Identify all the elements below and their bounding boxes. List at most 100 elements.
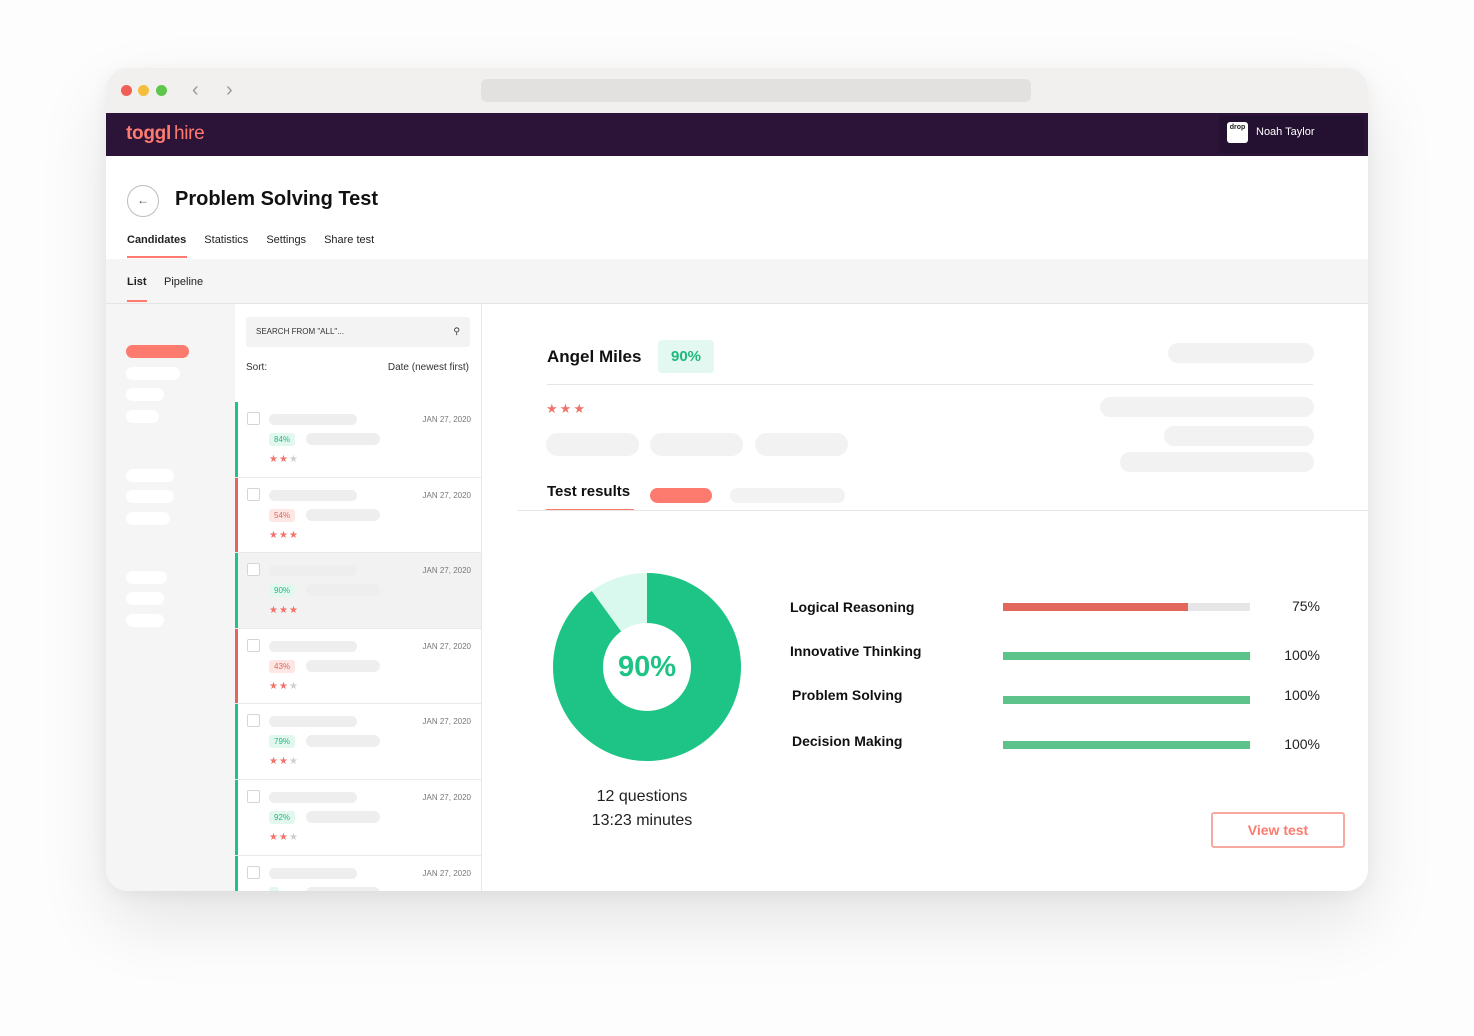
skill-name: Logical Reasoning	[790, 599, 915, 615]
star-icon[interactable]: ★	[573, 401, 587, 416]
score-badge: 92%	[269, 810, 296, 824]
placeholder-tab[interactable]	[650, 488, 712, 503]
info-placeholder	[306, 735, 380, 748]
maximize-window-button[interactable]	[156, 85, 167, 96]
info-placeholder	[306, 886, 380, 891]
toggl-hire-logo[interactable]: toggl hire	[126, 123, 205, 144]
browser-window: ‹ › toggl hire drop Noah Taylor ← Problem…	[106, 68, 1368, 891]
filter-placeholder[interactable]	[126, 367, 180, 380]
filter-placeholder[interactable]	[126, 469, 174, 482]
skill-bar-fill	[1003, 741, 1250, 749]
user-name: Noah Taylor	[1256, 126, 1315, 138]
filter-placeholder[interactable]	[126, 571, 167, 584]
star-icon: ★	[278, 756, 289, 768]
info-placeholder	[306, 584, 380, 597]
row-checkbox[interactable]	[247, 412, 260, 425]
score-badge: 79%	[269, 735, 296, 749]
row-checkbox[interactable]	[247, 638, 260, 652]
star-icon: ★	[278, 831, 289, 843]
candidate-row[interactable]: JAN 27, 2020 84% ★★★	[235, 402, 481, 478]
status-indicator	[235, 855, 238, 891]
row-checkbox[interactable]	[247, 714, 260, 728]
star-icon: ★	[269, 605, 279, 617]
skill-bar	[1003, 696, 1250, 704]
candidate-rating: ★★★	[269, 832, 299, 843]
candidate-row[interactable]: JAN 27, 2020 90% ★★★	[235, 553, 481, 629]
candidate-row[interactable]: JAN 27, 2020 79% ★★★	[235, 704, 481, 780]
candidate-rating[interactable]: ★★★	[546, 401, 587, 417]
star-icon: ★	[288, 529, 299, 541]
star-icon: ★	[278, 680, 289, 692]
minimize-window-button[interactable]	[138, 85, 149, 96]
placeholder-tab[interactable]	[730, 488, 845, 503]
tab-test-results[interactable]: Test results	[547, 483, 631, 500]
candidate-row[interactable]: JAN 27, 2020 92% ★★★	[235, 779, 481, 856]
address-bar[interactable]	[481, 79, 1031, 102]
filter-placeholder[interactable]	[126, 388, 164, 401]
row-checkbox[interactable]	[247, 487, 260, 501]
star-icon: ★	[278, 605, 289, 617]
candidate-name: Angel Miles	[547, 347, 642, 366]
star-icon: ★	[288, 680, 299, 692]
skill-bar-fill	[1003, 696, 1250, 704]
test-duration: 13:23 minutes	[591, 812, 693, 829]
search-input[interactable]: SEARCH FROM "ALL"... ⚲	[246, 317, 470, 347]
skill-name: Innovative Thinking	[790, 643, 922, 659]
placeholder-button[interactable]	[650, 433, 743, 456]
star-icon: ★	[269, 454, 279, 465]
candidate-row[interactable]: JAN 27, 2020 54% ★★★	[235, 477, 481, 554]
page-title: Problem Solving Test	[175, 188, 378, 210]
search-icon[interactable]: ⚲	[453, 326, 460, 336]
score-badge: 43%	[269, 659, 296, 673]
candidate-row[interactable]: JAN 27, 2020	[235, 855, 481, 891]
page-header: ← Problem Solving Test Candidates Statis…	[106, 156, 1368, 259]
candidate-rating: ★★★	[269, 605, 299, 616]
main-tabs: Candidates Statistics Settings Share tes…	[127, 234, 392, 258]
status-indicator	[235, 553, 238, 628]
star-icon: ★	[269, 756, 279, 768]
view-test-button[interactable]: View test	[1211, 812, 1345, 848]
star-icon[interactable]: ★	[559, 401, 574, 416]
placeholder-button[interactable]	[755, 433, 848, 456]
skill-percent: 100%	[1284, 736, 1320, 752]
tab-list[interactable]: List	[127, 276, 147, 302]
candidate-name-placeholder	[269, 565, 357, 577]
tab-share-test[interactable]: Share test	[324, 234, 375, 246]
candidate-date: JAN 27, 2020	[422, 717, 471, 727]
status-indicator	[235, 704, 238, 779]
score-badge: 90%	[658, 340, 714, 373]
star-icon: ★	[288, 756, 299, 768]
forward-arrow-icon[interactable]: ›	[226, 79, 233, 101]
sort-dropdown[interactable]: Date (newest first)	[387, 362, 469, 373]
company-logo: drop	[1227, 122, 1248, 143]
star-icon[interactable]: ★	[546, 401, 560, 416]
filter-placeholder[interactable]	[126, 490, 174, 503]
placeholder-button[interactable]	[546, 433, 639, 456]
tab-pipeline[interactable]: Pipeline	[164, 276, 204, 288]
tab-statistics[interactable]: Statistics	[204, 234, 249, 246]
tab-settings[interactable]: Settings	[266, 234, 307, 246]
candidate-name-placeholder	[269, 640, 357, 652]
score-badge	[269, 886, 279, 891]
skill-bar	[1003, 652, 1250, 660]
active-filter-placeholder[interactable]	[126, 345, 189, 358]
filter-placeholder[interactable]	[126, 614, 164, 627]
filter-placeholder[interactable]	[126, 592, 164, 605]
skill-name: Decision Making	[792, 733, 903, 749]
tab-candidates[interactable]: Candidates	[127, 234, 188, 258]
skill-bar	[1003, 741, 1250, 749]
candidate-rating: ★★★	[269, 454, 299, 465]
filter-placeholder[interactable]	[126, 512, 170, 525]
user-menu[interactable]: drop Noah Taylor	[1219, 116, 1364, 153]
back-button[interactable]: ←	[127, 185, 159, 217]
filter-placeholder[interactable]	[126, 410, 159, 423]
candidate-row[interactable]: JAN 27, 2020 43% ★★★	[235, 628, 481, 705]
row-checkbox[interactable]	[247, 789, 260, 803]
back-arrow-icon[interactable]: ‹	[192, 79, 199, 101]
star-icon: ★	[278, 454, 289, 465]
close-window-button[interactable]	[121, 85, 132, 96]
row-checkbox[interactable]	[247, 865, 260, 879]
sort-label: Sort:	[246, 362, 268, 373]
row-checkbox[interactable]	[247, 563, 260, 577]
skill-percent: 100%	[1284, 647, 1320, 663]
